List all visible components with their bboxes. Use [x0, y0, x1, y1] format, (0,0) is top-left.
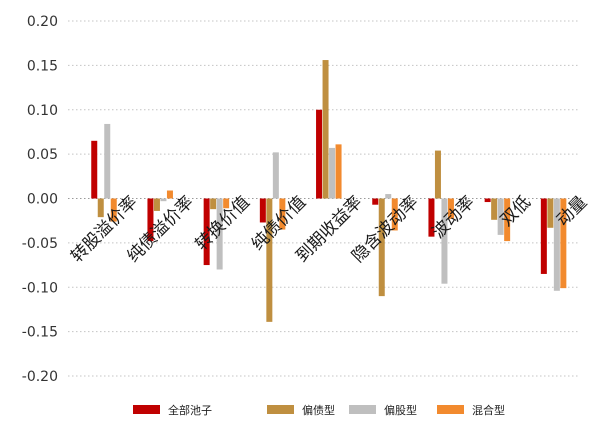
bar [484, 198, 491, 203]
bar [153, 198, 160, 211]
bar [97, 198, 104, 218]
bars [91, 60, 567, 322]
bar [385, 194, 392, 199]
bar [335, 144, 342, 199]
legend-swatch [349, 405, 376, 414]
bar [447, 198, 454, 219]
bar [160, 198, 167, 202]
bar [540, 198, 547, 274]
legend-swatch [133, 405, 160, 414]
y-tick-label: -0.15 [22, 325, 58, 341]
legend-label: 偏债型 [302, 403, 335, 417]
bar [316, 109, 323, 199]
y-tick-label: 0.20 [27, 14, 58, 30]
y-tick-label: 0.15 [27, 58, 58, 74]
bar [322, 60, 329, 199]
bar [391, 198, 398, 231]
legend-swatch [437, 405, 464, 414]
legend-label: 全部池子 [168, 403, 212, 417]
y-tick-label: 0.05 [27, 147, 58, 163]
bar [497, 198, 504, 235]
bar [259, 198, 266, 223]
bar [372, 198, 379, 205]
bar [378, 198, 385, 297]
bar [216, 198, 223, 270]
y-axis-ticks: 0.20 0.15 0.10 0.05 0.00 -0.05 -0.10 -0.15 -0.20 [22, 14, 58, 385]
y-tick-label: 0.10 [27, 103, 58, 119]
legend-label: 偏股型 [384, 403, 417, 417]
bar [147, 198, 154, 242]
y-tick-label: -0.20 [22, 369, 58, 385]
bar [223, 198, 230, 209]
bar [553, 198, 560, 291]
bar [272, 152, 279, 199]
bar [491, 198, 498, 220]
bar [434, 150, 441, 199]
bar [203, 198, 210, 266]
bar [428, 198, 435, 237]
legend-swatch [267, 405, 294, 414]
y-tick-label: -0.10 [22, 280, 58, 296]
bar [104, 123, 111, 199]
bar [210, 198, 217, 210]
bar [166, 190, 173, 199]
bar [504, 198, 511, 242]
bar [266, 198, 273, 322]
bar [560, 198, 567, 289]
legend: 全部池子 偏债型 偏股型 混合型 [133, 403, 505, 417]
y-tick-label: -0.05 [22, 236, 58, 252]
bar [441, 198, 448, 284]
bar [110, 198, 117, 222]
bar [547, 198, 554, 228]
bar [279, 198, 286, 230]
bar [91, 140, 98, 199]
legend-label: 混合型 [472, 403, 505, 417]
y-tick-label: 0.00 [27, 192, 58, 208]
category-label: 转换价值 [192, 192, 254, 254]
bar [329, 147, 336, 199]
